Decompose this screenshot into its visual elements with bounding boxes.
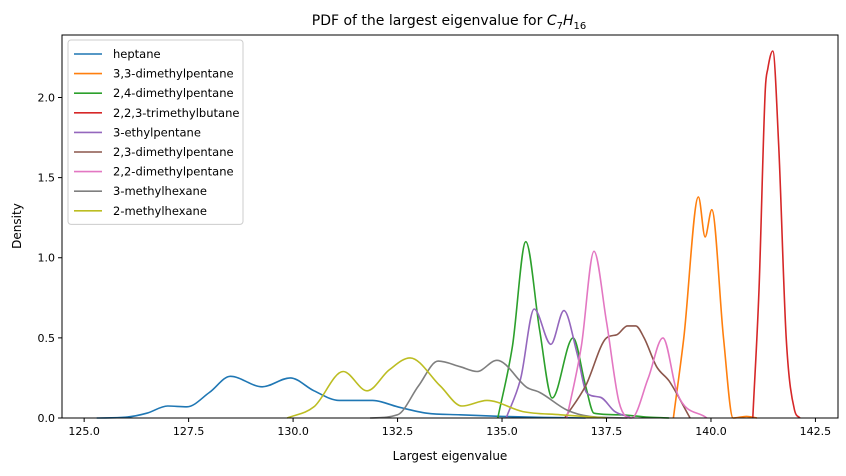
y-tick-label: 1.5 — [38, 172, 56, 185]
x-tick-label: 132.5 — [382, 425, 414, 438]
series-line-6 — [566, 250, 708, 419]
legend-label: 2-methylhexane — [113, 204, 207, 218]
legend-label: 2,2-dimethylpentane — [113, 165, 234, 179]
plot-frame — [61, 34, 839, 419]
legend-label: 2,3-dimethylpentane — [113, 145, 234, 159]
x-tick-label: 127.5 — [173, 425, 205, 438]
x-tick-label: 137.5 — [591, 425, 623, 438]
legend-label: heptane — [113, 47, 161, 61]
legend-label: 2,4-dimethylpentane — [113, 86, 234, 100]
y-axis: 0.0 0.5 1.0 1.5 2.0 — [38, 91, 62, 425]
x-tick-label: 142.5 — [800, 425, 832, 438]
y-tick-label: 2.0 — [38, 91, 56, 104]
legend-label: 3,3-dimethylpentane — [113, 67, 234, 81]
x-tick-label: 135.0 — [486, 425, 518, 438]
legend-box — [67, 39, 244, 225]
series-line-5 — [564, 325, 691, 419]
x-tick-label: 125.0 — [68, 425, 100, 438]
legend-label: 2,2,3-trimethylbutane — [113, 106, 239, 120]
series-line-7 — [369, 359, 628, 419]
chart-title: PDF of the largest eigenvalue for C7H16 — [312, 13, 587, 32]
legend-label: 3-methylhexane — [113, 184, 207, 198]
y-axis-label: Density — [10, 203, 24, 249]
y-tick-label: 1.0 — [38, 252, 56, 265]
series-line-8 — [286, 357, 607, 419]
x-axis: 125.0 127.5 130.0 132.5 135.0 137.5 140.0 142.5 — [68, 418, 831, 438]
curves — [96, 50, 801, 419]
series-line-4 — [505, 308, 631, 419]
series-line-1 — [672, 196, 758, 419]
legend-label: 3-ethylpentane — [113, 125, 201, 139]
series-line-0 — [96, 375, 586, 419]
legend: heptane 3,3-dimethylpentane 2,4-dimethylpe… — [67, 39, 244, 225]
x-axis-label: Largest eigenvalue — [393, 449, 508, 463]
y-tick-label: 0.5 — [38, 332, 56, 345]
series-line-3 — [752, 50, 801, 419]
x-tick-label: 130.0 — [277, 425, 309, 438]
y-tick-label: 0.0 — [38, 412, 56, 425]
x-tick-label: 140.0 — [695, 425, 727, 438]
